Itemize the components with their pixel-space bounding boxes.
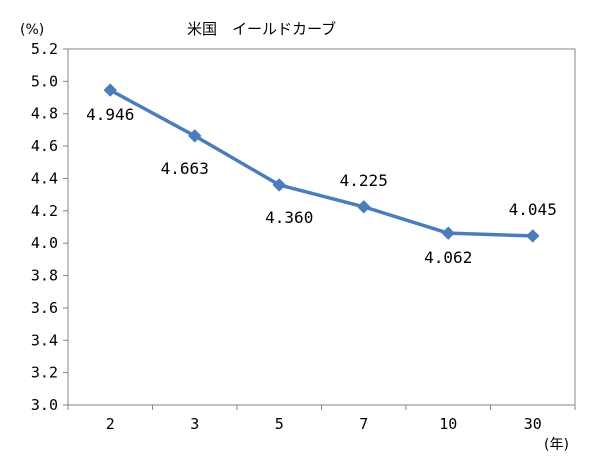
y-tick-label: 3.8	[31, 267, 58, 285]
data-label: 4.360	[265, 208, 313, 227]
data-label: 4.225	[340, 171, 388, 190]
chart-title: 米国 イールドカーブ	[187, 20, 336, 38]
plot-area	[67, 48, 576, 406]
y-tick-label: 3.0	[31, 396, 58, 414]
data-point-marker	[357, 200, 371, 214]
x-tick-label: 10	[439, 415, 457, 433]
data-label: 4.045	[509, 200, 557, 219]
x-tick-label: 30	[524, 415, 542, 433]
x-tick-label: 3	[190, 415, 199, 433]
y-tick-label: 3.4	[31, 331, 58, 349]
x-axis: 2 3 5 7 10 30	[67, 405, 576, 433]
data-label: 4.062	[424, 248, 472, 267]
y-tick-label: 5.0	[31, 72, 58, 90]
y-tick-label: 4.2	[31, 202, 58, 220]
x-tick-label: 7	[359, 415, 368, 433]
data-point-marker	[441, 226, 455, 240]
data-point-marker	[188, 129, 202, 143]
x-tick-label: 5	[275, 415, 284, 433]
y-tick-label: 4.8	[31, 105, 58, 123]
data-point-marker	[103, 83, 117, 97]
y-tick-label: 4.4	[31, 169, 58, 187]
data-label: 4.663	[161, 159, 209, 178]
x-tick-label: 2	[106, 415, 115, 433]
y-tick-label: 5.2	[31, 40, 58, 58]
y-tick-label: 4.0	[31, 234, 58, 252]
y-axis-unit: (%)	[20, 22, 44, 38]
x-axis-unit: (年)	[544, 437, 569, 453]
y-axis: 3.0 3.2 3.4 3.6 3.8 4.0 4.2 4.4 4.6 4.8 5.0 5.2	[31, 40, 68, 414]
y-tick-label: 3.6	[31, 299, 58, 317]
y-tick-label: 3.2	[31, 364, 58, 382]
series-yield: 4.946 4.663 4.360 4.225 4.062 4.045	[86, 83, 557, 267]
y-tick-label: 4.6	[31, 137, 58, 155]
data-point-marker	[526, 229, 540, 243]
series-line	[109, 88, 533, 238]
data-point-marker	[272, 178, 286, 192]
data-label: 4.946	[86, 105, 134, 124]
